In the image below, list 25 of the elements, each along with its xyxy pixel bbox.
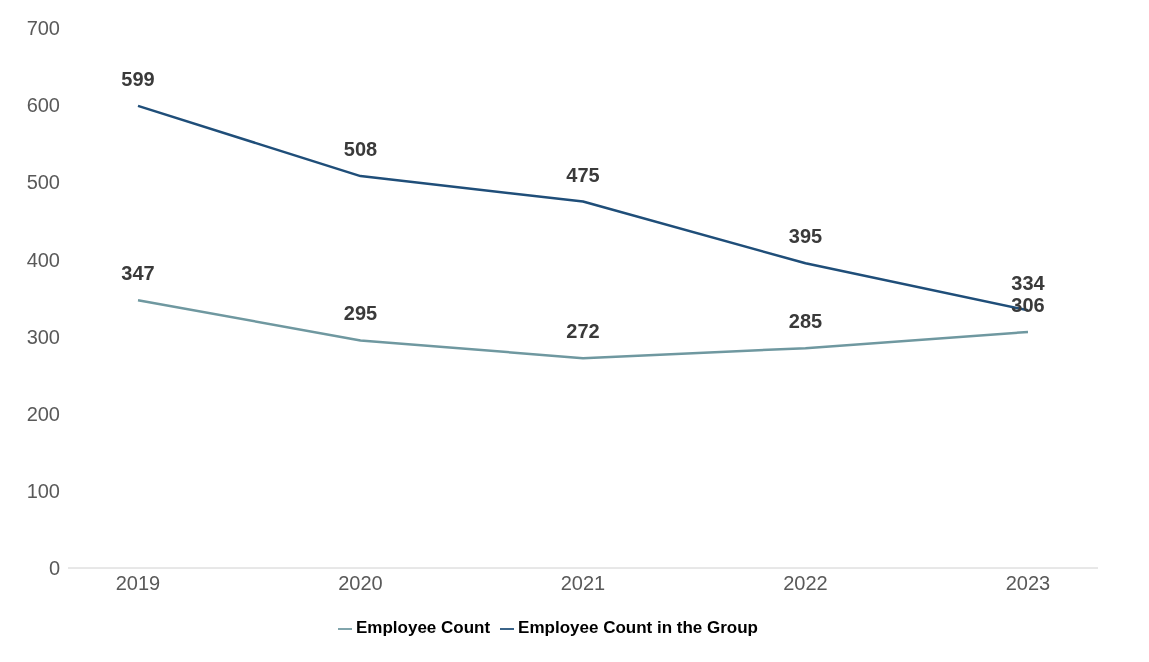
data-label: 285 [788,310,823,333]
data-label: 395 [788,225,823,248]
data-label: 475 [566,163,600,186]
x-tick-label: 2021 [560,572,606,595]
data-label: 334 [1011,272,1046,295]
x-tick-label: 2022 [783,572,828,595]
legend-label: Employee Count [355,618,491,637]
y-tick-label: 0 [48,557,60,580]
x-tick-label: 2023 [1005,572,1051,595]
y-tick-label: 700 [26,17,60,40]
data-label: 508 [343,138,378,161]
y-tick-label: 600 [26,94,60,117]
data-label: 295 [343,302,378,325]
data-label: 272 [566,320,600,343]
y-tick-label: 300 [26,325,60,348]
data-label: 306 [1011,293,1045,316]
y-tick-label: 200 [26,402,60,425]
legend-label: Employee Count in the Group [518,618,759,637]
y-tick-label: 100 [26,479,60,502]
x-tick-label: 2020 [338,572,383,595]
y-tick-label: 400 [26,248,60,271]
y-tick-label: 500 [26,171,60,194]
data-label: 347 [121,262,155,285]
x-tick-label: 2019 [115,572,161,595]
data-label: 599 [121,67,155,90]
